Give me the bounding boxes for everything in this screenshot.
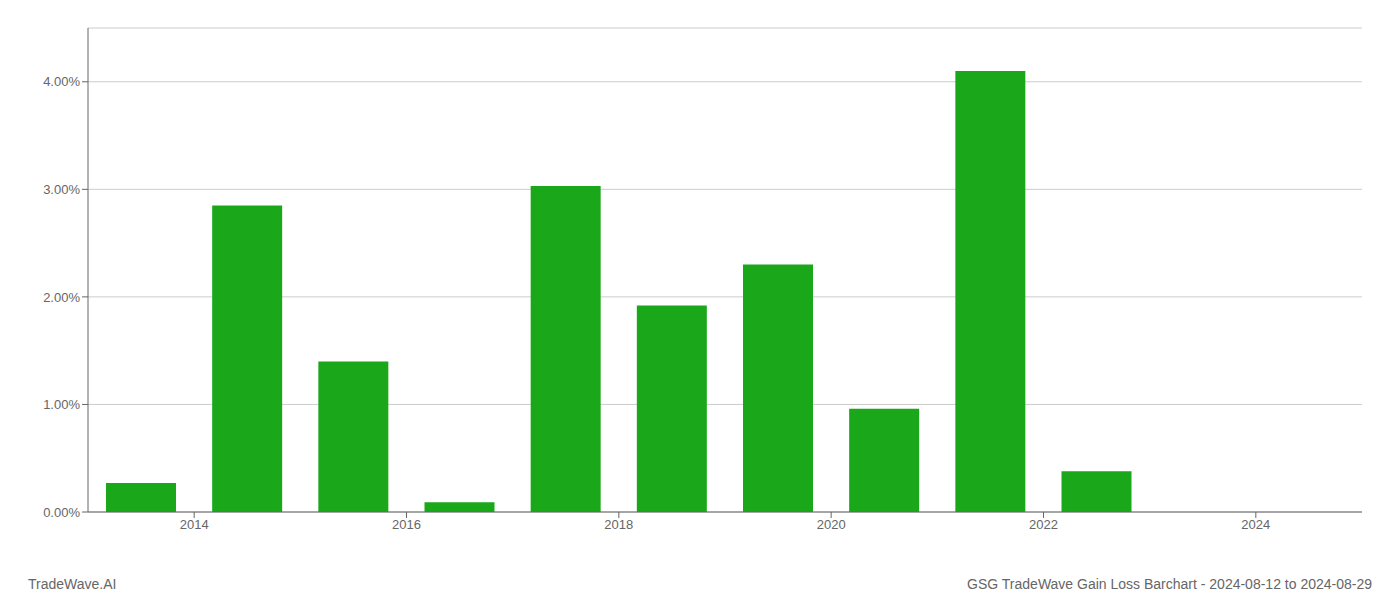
- svg-text:4.00%: 4.00%: [43, 74, 80, 89]
- svg-text:2022: 2022: [1029, 517, 1058, 532]
- svg-text:2024: 2024: [1241, 517, 1270, 532]
- html-text:TradeWave.AI: TradeWave.AI: [28, 576, 117, 592]
- svg-text:2018: 2018: [604, 517, 633, 532]
- svg-text:2014: 2014: [180, 517, 209, 532]
- svg-text:0.00%: 0.00%: [43, 505, 80, 520]
- html-text:GSG TradeWave Gain Loss Barcha: GSG TradeWave Gain Loss Barchart - 2024-…: [967, 576, 1372, 592]
- svg-text:2016: 2016: [392, 517, 421, 532]
- svg-text:1.00%: 1.00%: [43, 397, 80, 412]
- svg-text:2.00%: 2.00%: [43, 290, 80, 305]
- svg-text:3.00%: 3.00%: [43, 182, 80, 197]
- svg-text:2020: 2020: [817, 517, 846, 532]
